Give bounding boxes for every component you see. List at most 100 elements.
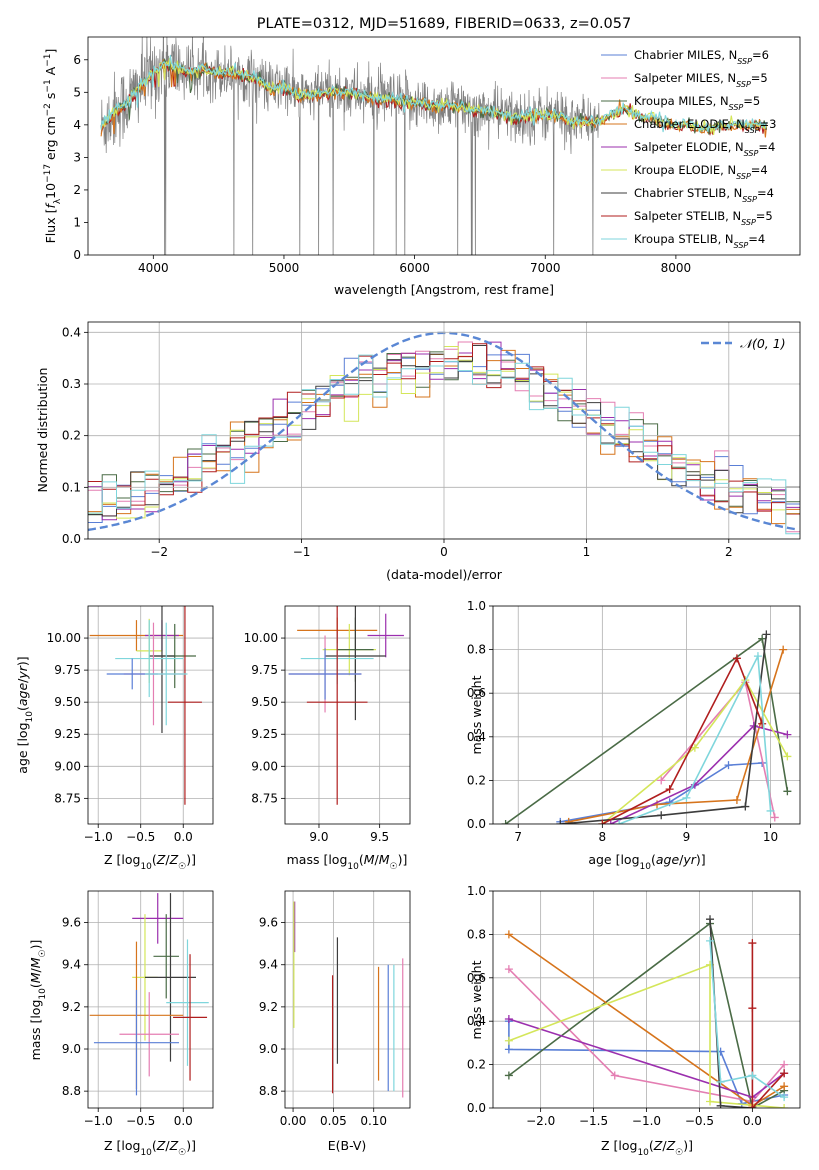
y-tick-label: 9.6 [259, 916, 278, 930]
axes-frame [87, 321, 801, 540]
x-tick-label: 0.05 [320, 1114, 347, 1128]
weight-marker [732, 796, 741, 805]
weight-marker [504, 1015, 513, 1024]
panel-6: 0.00 0.05 0.10 8.8 9.0 9.2 9.4 9.6 E(B-V) [259, 890, 411, 1153]
weight-marker [766, 806, 775, 815]
y-axis-label: Normed distribution [35, 368, 50, 493]
y-tick-label: 0 [73, 248, 81, 262]
y-tick-label: 9.0 [62, 1042, 81, 1056]
y-tick-label: 1.0 [467, 884, 486, 898]
x-tick-label: −1.0 [84, 1114, 113, 1128]
plot-area-3 [285, 606, 410, 824]
weight-line [618, 653, 772, 824]
y-tick-label: 9.75 [54, 663, 81, 677]
weight-marker [556, 820, 565, 824]
y-axis-label: mass weight [469, 675, 484, 754]
plot-area-2 [88, 606, 213, 824]
x-tick-label: 0.0 [743, 1114, 762, 1128]
y-tick-label: 9.6 [62, 916, 81, 930]
axes-frame [87, 605, 214, 825]
x-tick-label: −0.5 [685, 1114, 714, 1128]
weight-line [508, 922, 785, 1108]
x-tick-label: −1.0 [632, 1114, 661, 1128]
y-tick-label: 8.8 [62, 1084, 81, 1098]
weight-marker [504, 1036, 513, 1045]
y-tick-label: 2 [73, 183, 81, 197]
weight-marker [716, 1077, 725, 1086]
y-tick-label: 9.0 [259, 1042, 278, 1056]
legend-label: Salpeter MILES, NSSP=5 [634, 71, 768, 89]
y-tick-label: 0.3 [62, 377, 81, 391]
panel-0: PLATE=0312, MJD=51689, FIBERID=0633, z=0… [43, 16, 801, 297]
legend-label: 𝒩(0, 1) [740, 336, 786, 351]
weight-marker [657, 776, 666, 785]
legend-label: Kroupa STELIB, NSSP=4 [634, 232, 765, 250]
legend-label: Kroupa ELODIE, NSSP=4 [634, 163, 768, 181]
y-tick-label: 0.0 [467, 817, 486, 831]
weight-marker [504, 930, 513, 939]
y-axis-label: mass [log10(M/M☉)] [28, 940, 48, 1061]
y-axis-label: age [log10(age/yr)] [15, 656, 35, 773]
weight-marker [732, 654, 741, 663]
weight-marker [741, 802, 750, 811]
weight-marker [748, 1104, 757, 1108]
weight-marker [724, 761, 733, 770]
weight-marker [657, 811, 666, 820]
legend-label: Chabrier MILES, NSSP=6 [634, 48, 769, 66]
axes-frame [87, 36, 801, 256]
x-tick-label: 7 [514, 830, 522, 844]
legend-label: Chabrier ELODIE, NSSP=3 [634, 117, 776, 135]
weight-marker [783, 752, 792, 761]
x-tick-label: 10 [763, 830, 778, 844]
plot-area-4 [493, 606, 800, 824]
weight-marker [780, 1104, 789, 1108]
weight-marker [504, 1045, 513, 1054]
weight-marker [564, 817, 573, 824]
weight-marker [748, 1004, 757, 1013]
model-spectrum [100, 55, 768, 134]
x-tick-label: −0.5 [126, 1114, 155, 1128]
axes-frame [87, 890, 214, 1109]
legend-label: Chabrier STELIB, NSSP=4 [634, 186, 774, 204]
weight-marker [758, 634, 767, 643]
chart-title: PLATE=0312, MJD=51689, FIBERID=0633, z=0… [257, 16, 631, 32]
weight-marker [758, 719, 767, 728]
x-tick-label: −1 [293, 545, 311, 559]
x-tick-label: 0.10 [360, 1114, 387, 1128]
legend-label: Salpeter STELIB, NSSP=5 [634, 209, 773, 227]
observed-spectrum [100, 37, 601, 255]
x-axis-label: wavelength [Angstrom, rest frame] [334, 282, 554, 297]
y-tick-label: 10.00 [244, 631, 278, 645]
weight-marker [762, 630, 771, 639]
y-tick-label: 0.8 [467, 643, 486, 657]
plot-area-1 [88, 322, 800, 539]
x-tick-label: −0.5 [126, 830, 155, 844]
x-tick-label: 5000 [269, 261, 300, 275]
weight-marker [779, 645, 788, 654]
legend-label: Salpeter ELODIE, NSSP=4 [634, 140, 775, 158]
weight-marker [690, 743, 699, 752]
x-tick-label: 0.00 [280, 1114, 307, 1128]
x-tick-label: 9.5 [370, 830, 389, 844]
weight-marker [504, 1071, 513, 1080]
axes-frame [492, 890, 801, 1109]
y-tick-label: 0.8 [467, 927, 486, 941]
weight-marker [716, 1101, 725, 1108]
x-tick-label: 0.0 [174, 1114, 193, 1128]
y-tick-label: 0.6 [467, 971, 486, 985]
y-tick-label: 0.4 [467, 730, 486, 744]
y-tick-label: 8.8 [259, 1084, 278, 1098]
weight-line [601, 656, 763, 824]
y-tick-label: 3 [73, 150, 81, 164]
gaussian-curve [88, 331, 798, 532]
weight-marker [606, 820, 615, 824]
y-tick-label: 0.2 [62, 429, 81, 443]
y-tick-label: 5 [73, 85, 81, 99]
y-tick-label: 9.2 [259, 1000, 278, 1014]
y-tick-label: 1.0 [467, 599, 486, 613]
weight-line [508, 963, 785, 1108]
weight-marker [706, 936, 715, 945]
weight-line [751, 943, 785, 1108]
y-axis-label: mass weight [469, 960, 484, 1039]
